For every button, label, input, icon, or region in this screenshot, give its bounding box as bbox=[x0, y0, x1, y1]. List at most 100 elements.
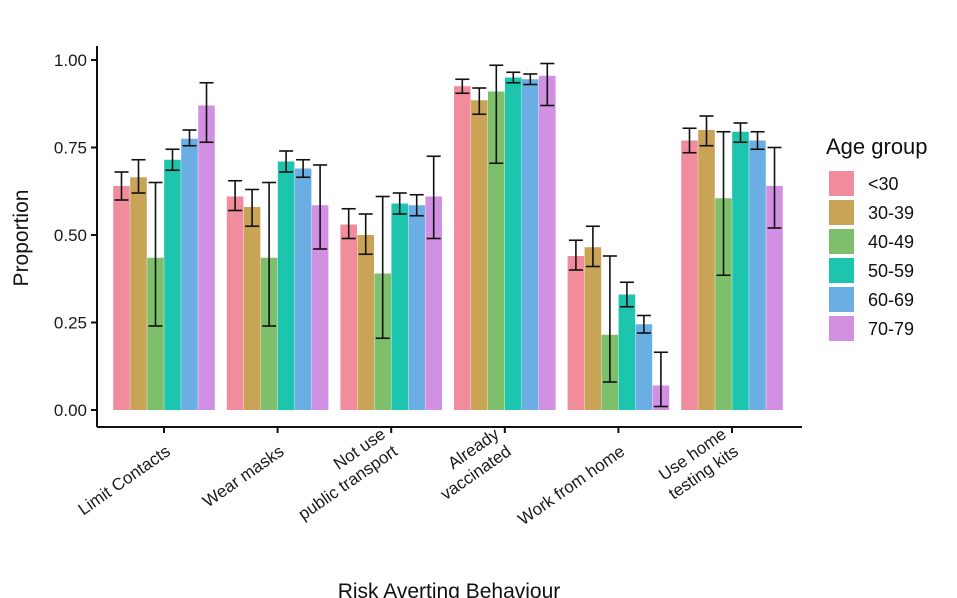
error-bar bbox=[409, 193, 424, 217]
x-tick-label: Wear masks bbox=[199, 442, 287, 512]
error-bar bbox=[540, 62, 555, 107]
legend: Age group <30 30-39 40-49 50-59 60-69 70-79 bbox=[826, 134, 928, 341]
error-bar bbox=[375, 195, 390, 340]
error-bar bbox=[262, 181, 277, 327]
x-tick-label: Alreadyvaccinated bbox=[425, 424, 515, 504]
bar bbox=[732, 131, 749, 410]
bar-group bbox=[454, 62, 556, 410]
legend-label: 60-69 bbox=[868, 290, 914, 310]
bar bbox=[311, 205, 329, 410]
bar bbox=[294, 168, 312, 410]
bar bbox=[681, 140, 698, 410]
bar bbox=[164, 159, 181, 410]
legend-swatch bbox=[829, 171, 854, 196]
y-axis-title: Proportion bbox=[10, 190, 33, 287]
bar-group bbox=[567, 225, 670, 410]
bar bbox=[340, 224, 357, 410]
bar bbox=[277, 161, 295, 410]
error-bar bbox=[199, 81, 214, 144]
bar bbox=[505, 77, 522, 410]
x-tick-label: Work from home bbox=[515, 442, 629, 529]
plot-area bbox=[113, 62, 783, 410]
error-bar bbox=[585, 225, 600, 268]
error-bar bbox=[131, 158, 146, 194]
bar bbox=[698, 130, 715, 410]
error-bar bbox=[358, 213, 373, 256]
legend-swatch bbox=[829, 316, 854, 341]
x-axis: Limit Contacts Wear masks Not usepublic tr… bbox=[75, 424, 802, 529]
error-bar bbox=[313, 164, 328, 250]
legend-item: 50-59 bbox=[829, 258, 914, 283]
x-tick-label: Use hometesting kits bbox=[653, 424, 742, 503]
bar bbox=[715, 198, 732, 410]
error-bar bbox=[114, 171, 129, 201]
bar bbox=[454, 86, 471, 410]
bar bbox=[425, 196, 442, 410]
error-bar bbox=[296, 158, 311, 179]
bar bbox=[243, 207, 261, 410]
bar bbox=[357, 235, 374, 410]
legend-item: 30-39 bbox=[829, 200, 914, 225]
bar-group bbox=[113, 81, 215, 410]
legend-swatch bbox=[829, 287, 854, 312]
error-bar bbox=[472, 87, 487, 116]
bar bbox=[749, 140, 766, 410]
error-bar bbox=[767, 146, 782, 229]
y-tick-label: 0.25 bbox=[54, 314, 87, 333]
error-bar bbox=[636, 314, 651, 334]
bar bbox=[522, 79, 539, 410]
error-bar bbox=[699, 115, 714, 147]
error-bar bbox=[489, 64, 504, 165]
legend-swatch bbox=[829, 200, 854, 225]
bar bbox=[488, 91, 505, 410]
y-tick-label: 0.75 bbox=[54, 139, 87, 158]
bar bbox=[408, 205, 425, 410]
bar-group bbox=[340, 155, 442, 410]
legend-label: 30-39 bbox=[868, 203, 914, 223]
error-bar bbox=[182, 129, 197, 147]
bar bbox=[226, 196, 244, 410]
y-axis: 0.00 0.25 0.50 0.75 1.00 bbox=[54, 46, 98, 427]
bar bbox=[567, 256, 585, 410]
error-bar bbox=[148, 181, 163, 327]
bar bbox=[766, 186, 783, 410]
bar-group bbox=[226, 150, 329, 410]
error-bar bbox=[750, 130, 765, 151]
legend-label: <30 bbox=[868, 174, 899, 194]
bar bbox=[391, 203, 408, 410]
x-tick-label: Limit Contacts bbox=[75, 442, 174, 519]
x-axis-title: Risk Averting Behaviour bbox=[338, 580, 561, 598]
legend-title: Age group bbox=[826, 134, 928, 159]
error-bar bbox=[279, 150, 294, 173]
legend-label: 40-49 bbox=[868, 232, 914, 252]
error-bar bbox=[228, 179, 243, 212]
bar bbox=[584, 247, 602, 410]
error-bar bbox=[506, 71, 521, 84]
legend-label: 70-79 bbox=[868, 319, 914, 339]
bar bbox=[113, 186, 130, 410]
y-tick-label: 0.00 bbox=[54, 401, 87, 420]
legend-item: <30 bbox=[829, 171, 899, 196]
legend-item: 70-79 bbox=[829, 316, 914, 341]
legend-item: 40-49 bbox=[829, 229, 914, 254]
error-bar bbox=[392, 192, 407, 215]
y-tick-label: 0.50 bbox=[54, 226, 87, 245]
bar bbox=[618, 294, 636, 410]
error-bar bbox=[619, 281, 634, 308]
legend-swatch bbox=[829, 229, 854, 254]
y-tick-label: 1.00 bbox=[54, 51, 87, 70]
bar bbox=[198, 105, 215, 410]
legend-label: 50-59 bbox=[868, 261, 914, 281]
error-bar bbox=[568, 239, 583, 271]
error-bar bbox=[602, 255, 617, 383]
error-bar bbox=[455, 78, 470, 95]
bar-group bbox=[681, 115, 783, 410]
error-bar bbox=[523, 73, 538, 86]
error-bar bbox=[733, 122, 748, 144]
error-bar bbox=[341, 207, 356, 240]
bar bbox=[539, 75, 556, 410]
error-bar bbox=[653, 351, 668, 408]
bar bbox=[471, 100, 488, 410]
legend-swatch bbox=[829, 258, 854, 283]
